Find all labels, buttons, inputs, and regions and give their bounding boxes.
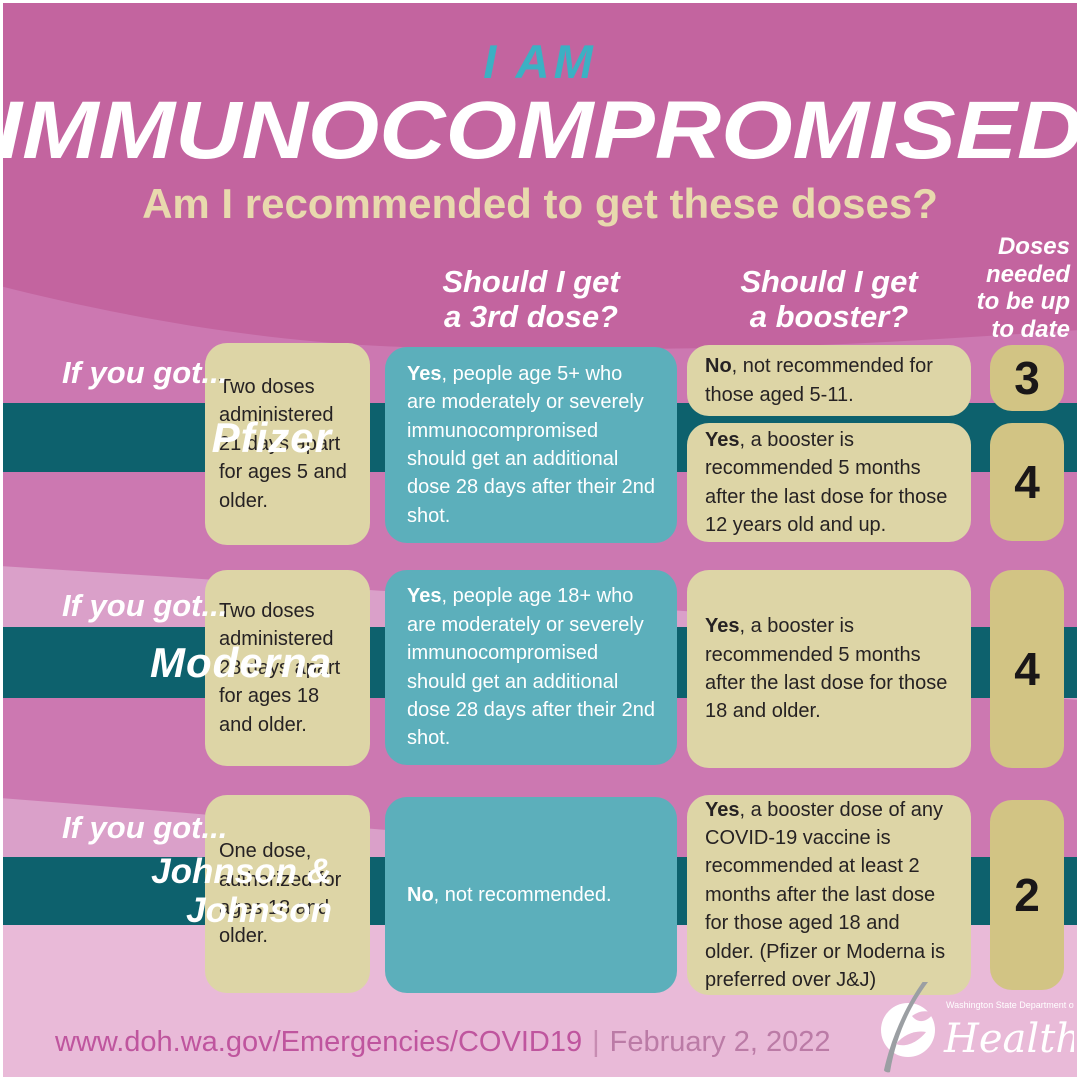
- third-dose-box-jj: No, not recommended.: [385, 797, 677, 993]
- vaccine-name-pfizer: Pfizer: [211, 413, 332, 461]
- booster-box-jj: Yes, a booster dose of any COVID-19 vacc…: [687, 795, 971, 995]
- footer-url[interactable]: www.doh.wa.gov/Emergencies/COVID19: [55, 1026, 583, 1058]
- logo-swoosh: [884, 982, 928, 1073]
- answer-text: , not recommended for those aged 5-11.: [705, 355, 933, 406]
- answer-text: , not recommended.: [433, 883, 612, 906]
- doses-count-box: 4: [990, 570, 1064, 768]
- logo-cutout-1: [896, 1031, 926, 1046]
- header-third-dose: Should I get a 3rd dose?: [442, 264, 620, 335]
- doses-count: 3: [1014, 352, 1040, 404]
- header-booster: Should I get a booster?: [740, 264, 918, 335]
- doh-health-logo: Washington State Department of Health: [881, 982, 1074, 1073]
- dose-info-text: Two doses administered 21 days apart for…: [219, 376, 347, 512]
- footer-separator: |: [592, 1026, 600, 1058]
- footer-date: February 2, 2022: [609, 1026, 831, 1058]
- answer-text: , a booster is recommended 5 months afte…: [705, 428, 948, 536]
- title-subtitle: Am I recommended to get these doses?: [142, 180, 938, 227]
- if-you-got-label: If you got...: [62, 355, 228, 390]
- answer-text: , a booster dose of any COVID-19 vaccine…: [705, 798, 946, 991]
- vaccine-name-jj: Johnson & Johnson: [151, 851, 332, 930]
- answer-lead: No: [705, 355, 732, 378]
- answer-lead: Yes: [705, 615, 740, 638]
- logo-health-text: Health: [943, 1016, 1074, 1062]
- logo-org-text: Washington State Department of: [946, 1000, 1074, 1010]
- dose-info-box-pfizer: Two doses administered 21 days apart for…: [205, 343, 370, 545]
- dose-info-text: Two doses administered 28 days apart for…: [219, 600, 341, 736]
- booster-box-pfizer-young: No, not recommended for those aged 5-11.: [687, 345, 971, 416]
- header-doses-needed: Doses needed to be up to date: [976, 233, 1070, 343]
- doses-count-box: 3: [990, 345, 1064, 411]
- if-you-got-label: If you got...: [62, 810, 228, 845]
- title-immunocompromised: IMMUNOCOMPROMISED: [0, 85, 1080, 176]
- answer-lead: No: [407, 883, 434, 906]
- third-dose-box-moderna: Yes, people age 18+ who are moderately o…: [385, 570, 677, 765]
- answer-lead: Yes: [407, 585, 442, 608]
- doses-count: 4: [1014, 643, 1040, 695]
- vaccine-name-moderna: Moderna: [149, 638, 332, 686]
- answer-text: , people age 5+ who are moderately or se…: [407, 362, 655, 527]
- doses-count-box: 4: [990, 423, 1064, 541]
- booster-box-moderna: Yes, a booster is recommended 5 months a…: [687, 570, 971, 768]
- logo-cutout-2: [912, 1011, 933, 1022]
- dose-info-box-jj: One dose, authorized for ages 18 and old…: [205, 795, 370, 993]
- answer-lead: Yes: [407, 362, 442, 385]
- title-i-am: I AM: [483, 35, 597, 88]
- if-you-got-label: If you got...: [62, 588, 228, 623]
- booster-box-pfizer-adult: Yes, a booster is recommended 5 months a…: [687, 423, 971, 542]
- doses-count: 2: [1014, 869, 1040, 921]
- doses-count: 4: [1014, 456, 1040, 508]
- answer-text: , a booster is recommended 5 months afte…: [705, 615, 948, 723]
- doses-count-box: 2: [990, 800, 1064, 990]
- answer-lead: Yes: [705, 428, 740, 451]
- answer-lead: Yes: [705, 798, 740, 821]
- third-dose-box-pfizer: Yes, people age 5+ who are moderately or…: [385, 347, 677, 543]
- footer: www.doh.wa.gov/Emergencies/COVID19 | Febru…: [55, 1026, 830, 1059]
- dose-info-box-moderna: Two doses administered 28 days apart for…: [205, 570, 370, 766]
- answer-text: , people age 18+ who are moderately or s…: [407, 585, 655, 750]
- dose-info-text: One dose, authorized for ages 18 and old…: [219, 840, 342, 948]
